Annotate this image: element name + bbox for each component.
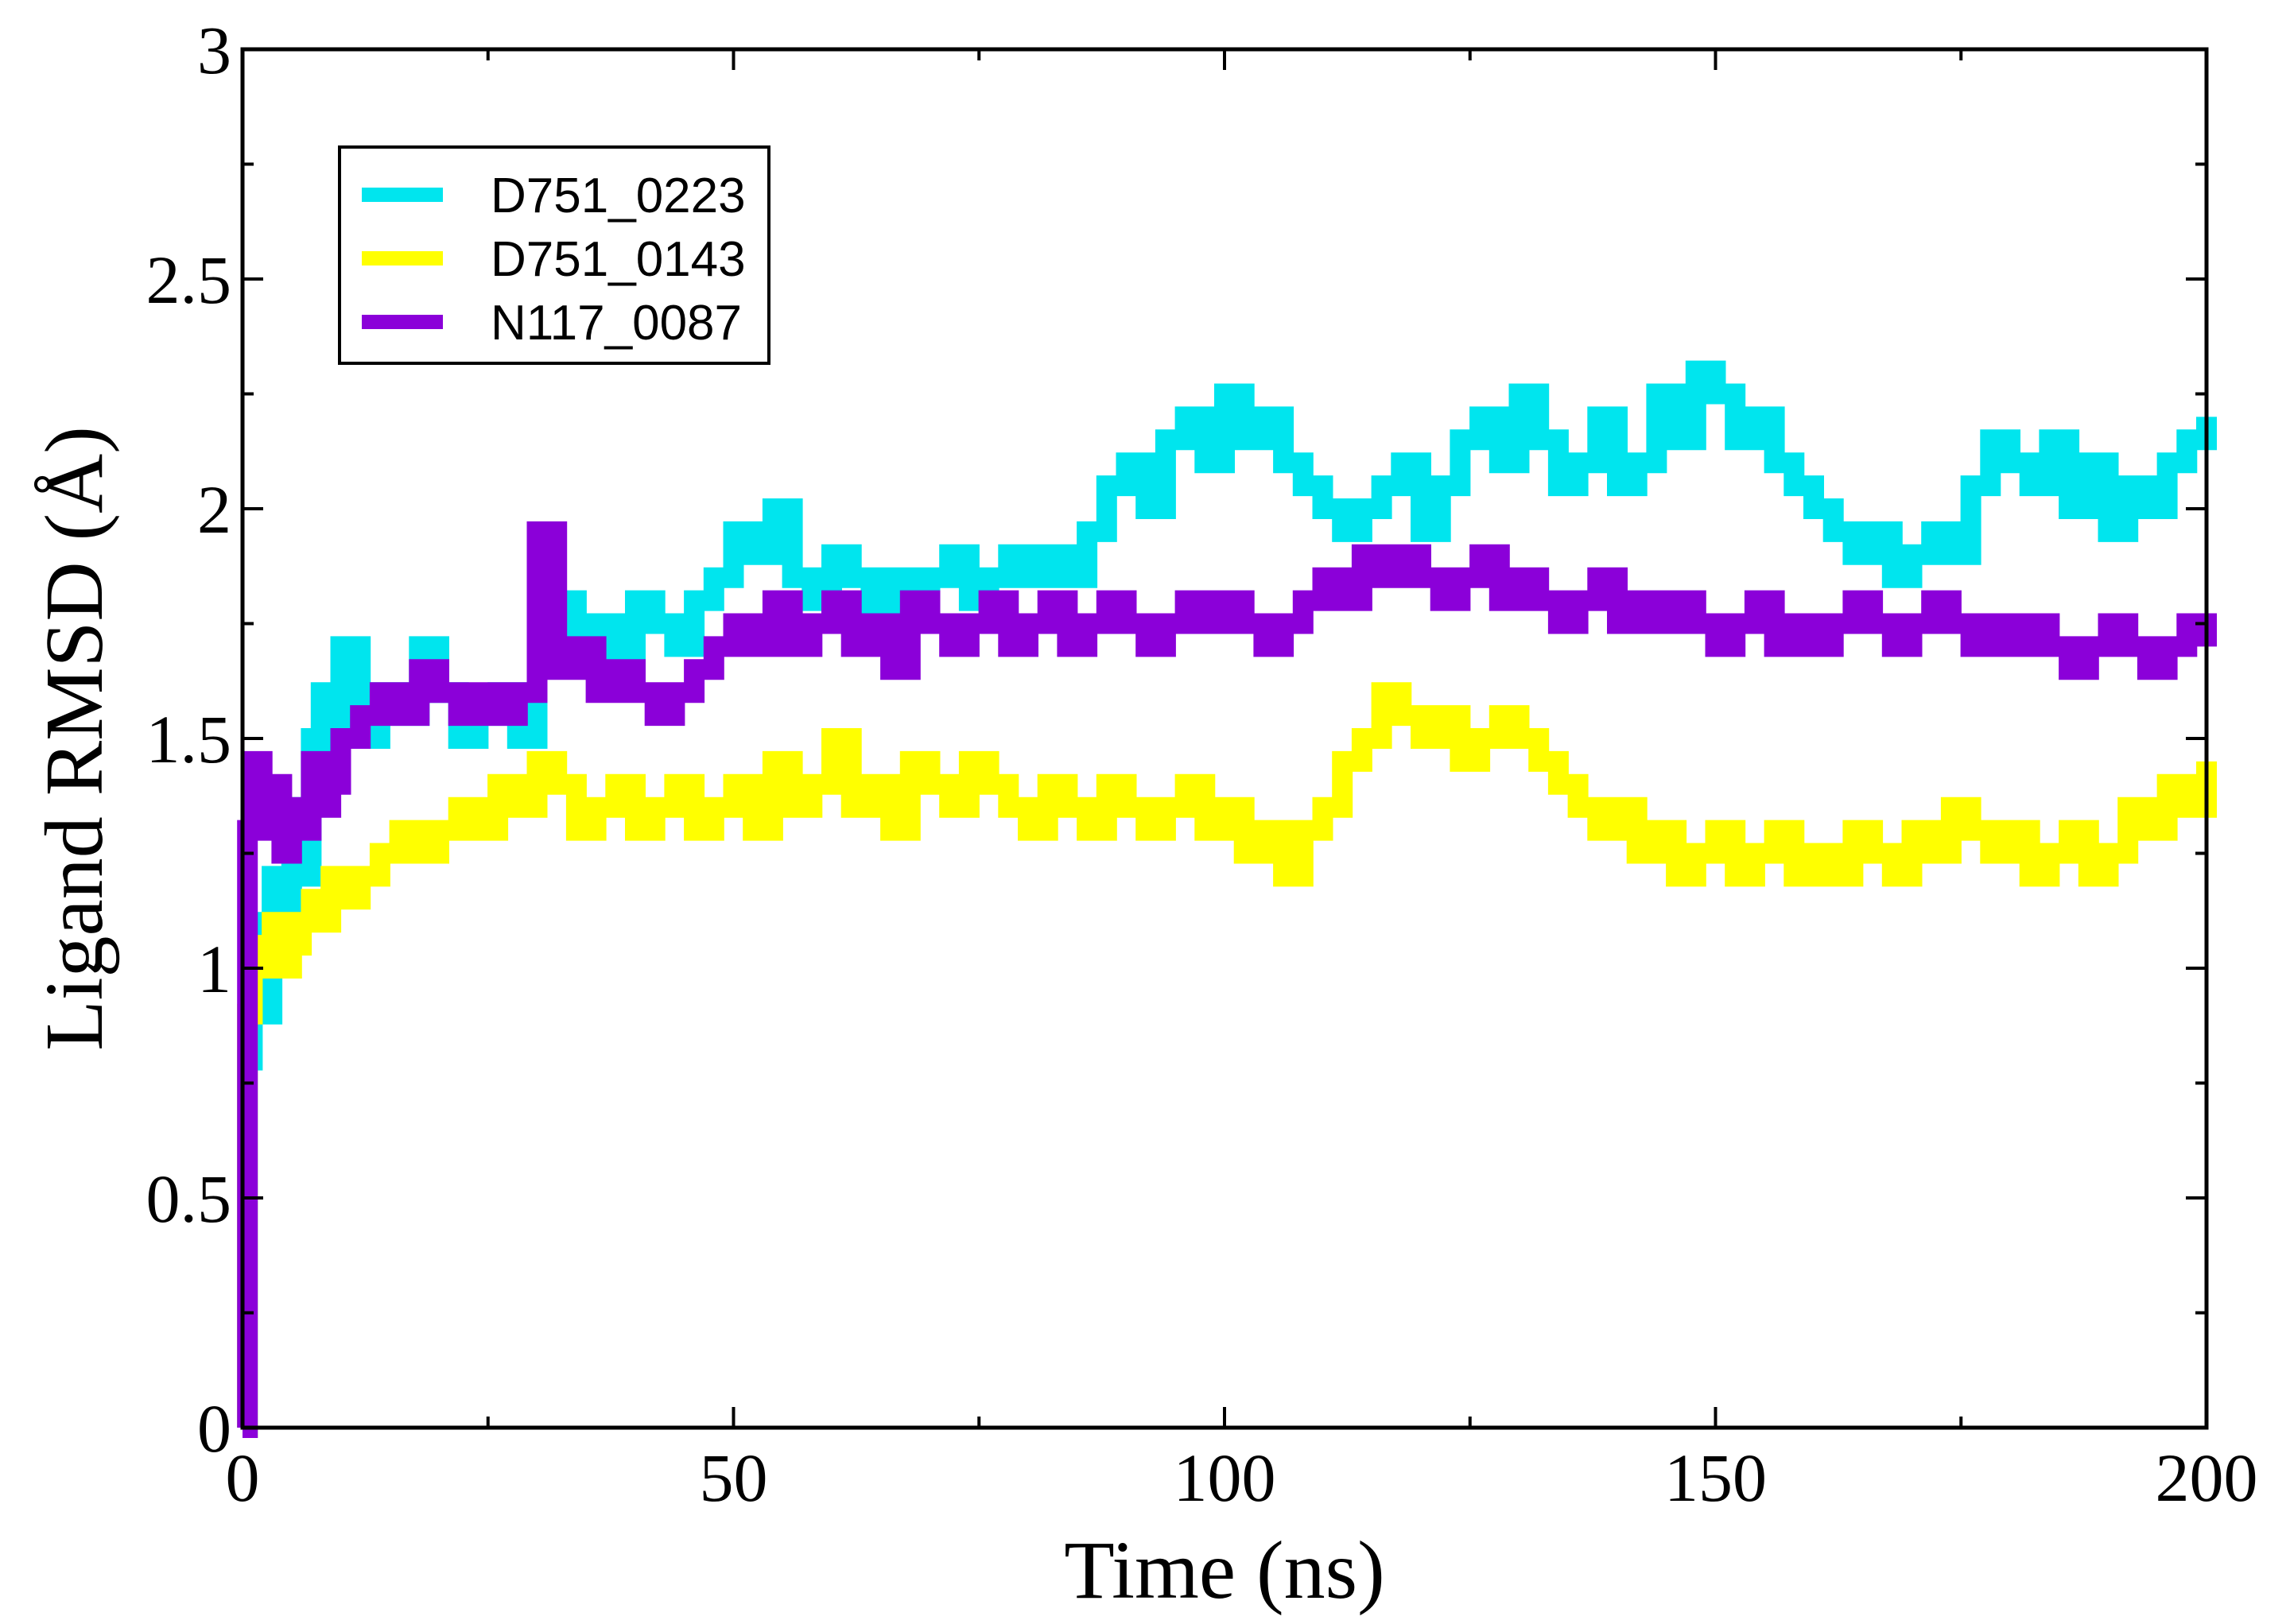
x-tick-label: 0 — [226, 1440, 260, 1516]
legend-entries: D751_0223 D751_0143 N117_0087 — [362, 169, 746, 351]
y-tick-label: 2.5 — [146, 242, 232, 318]
x-axis-title: Time (ns) — [1064, 1525, 1385, 1616]
y-tick-label: 0.5 — [146, 1161, 232, 1237]
y-tick-label: 1.5 — [146, 701, 232, 777]
legend: D751_0223 D751_0143 N117_0087 — [338, 145, 770, 365]
y-tick-label: 1 — [197, 931, 231, 1007]
series-layer — [237, 360, 2217, 1438]
x-tick-label: 100 — [1174, 1440, 1276, 1516]
legend-label-d751-0143: D751_0143 — [491, 232, 746, 287]
legend-label-d751-0223: D751_0223 — [491, 169, 746, 223]
y-tick-label: 2 — [197, 471, 231, 548]
series-line-d751-0143 — [237, 682, 2217, 1438]
plot-frame — [240, 47, 2209, 1430]
legend-label-n117-0087: N117_0087 — [491, 296, 742, 351]
tick-labels-layer: 0 50 100 150 200 0 0.5 1 1.5 2 2.5 3 — [146, 12, 2258, 1516]
y-axis-title: Ligand RMSD (Å) — [29, 426, 120, 1051]
x-tick-label: 150 — [1664, 1440, 1767, 1516]
x-tick-label: 200 — [2156, 1440, 2258, 1516]
series-line-d751-0223 — [237, 360, 2217, 1438]
x-tick-label: 50 — [700, 1440, 768, 1516]
y-tick-label: 3 — [197, 12, 231, 88]
series-line-n117-0087 — [237, 521, 2217, 1438]
y-tick-label: 0 — [197, 1390, 231, 1467]
